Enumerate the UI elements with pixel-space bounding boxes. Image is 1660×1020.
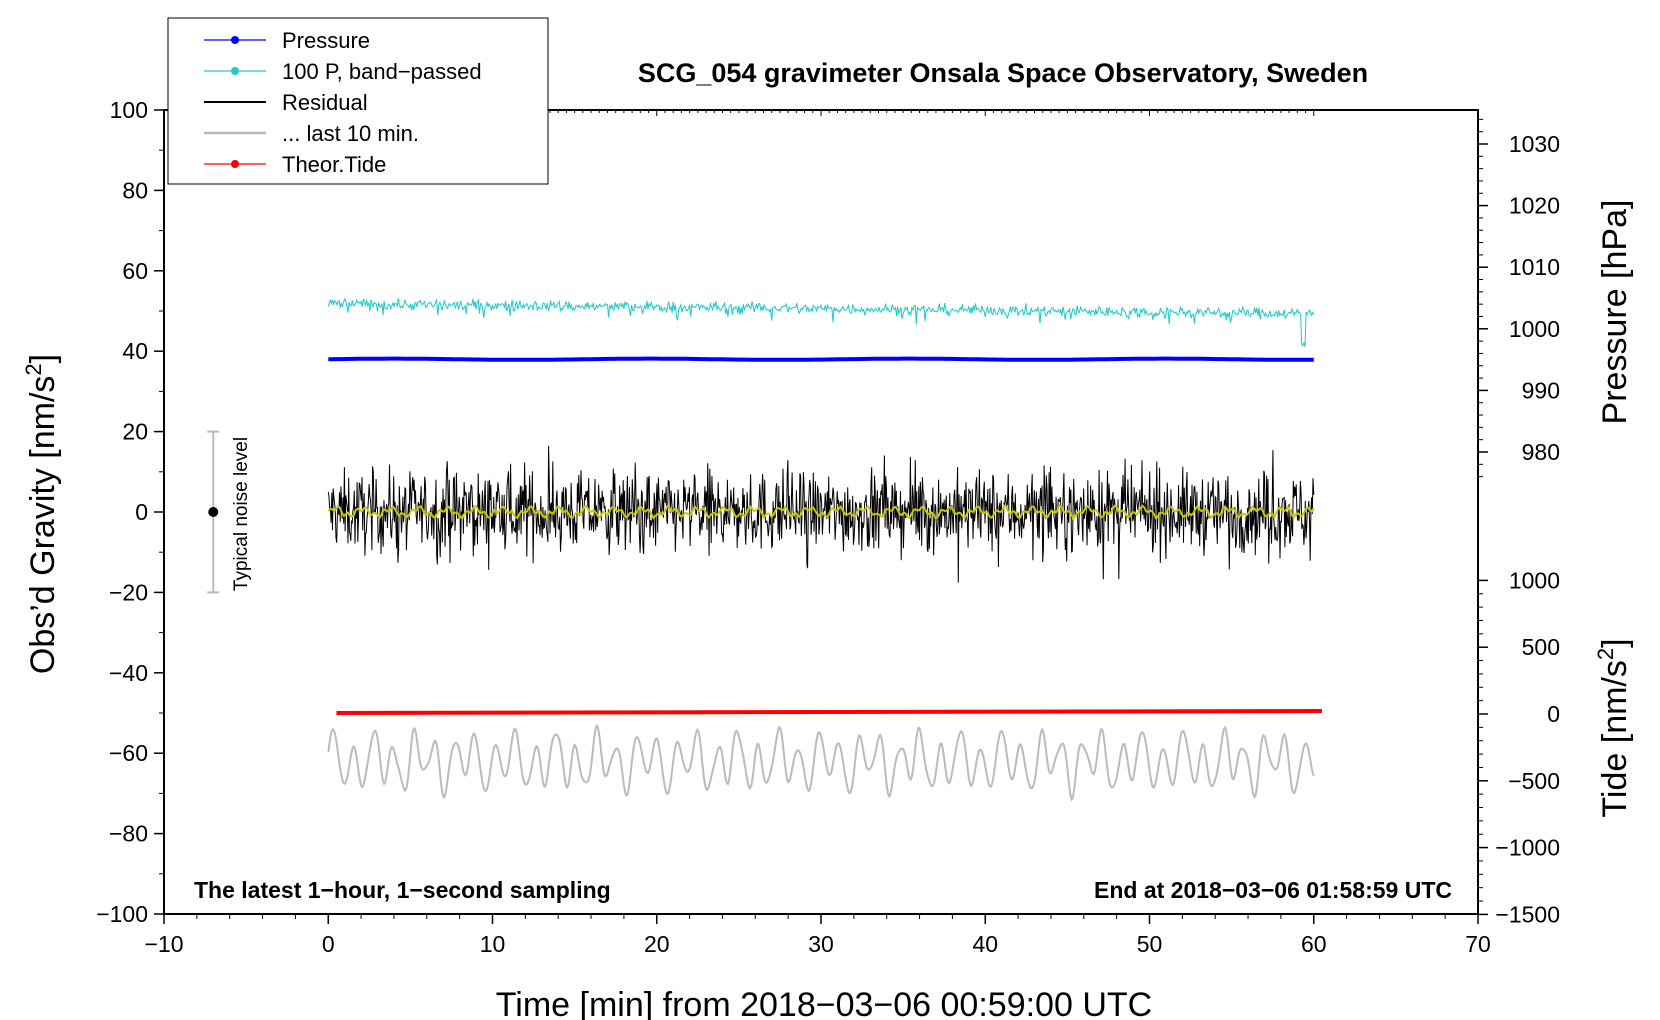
y-tick-label-3: 40 xyxy=(122,338,148,364)
legend-item-last-10-min: ... last 10 min. xyxy=(204,121,419,146)
x-tick-label-3: 20 xyxy=(644,931,670,957)
y-axis-label-tide-end: ] xyxy=(1596,638,1634,647)
pressure-tick-label-5: 980 xyxy=(1522,439,1560,465)
y-axis-label-tide-main: Tide [nm/s xyxy=(1596,660,1634,817)
y-tick-label-5: 0 xyxy=(135,499,148,525)
y-tick-label-6: −20 xyxy=(109,579,148,605)
legend-label-band-passed: 100 P, band−passed xyxy=(282,59,482,84)
x-tick-label-4: 30 xyxy=(808,931,834,957)
pressure-tick-label-2: 1010 xyxy=(1509,254,1560,280)
x-tick-label-2: 10 xyxy=(480,931,506,957)
y-tick-label-7: −40 xyxy=(109,660,148,686)
y-tick-label-8: −60 xyxy=(109,740,148,766)
x-tick-label-7: 60 xyxy=(1301,931,1327,957)
legend-label-last-10-min: ... last 10 min. xyxy=(282,121,419,146)
x-tick-label-6: 50 xyxy=(1137,931,1163,957)
legend-label-theor-tide: Theor.Tide xyxy=(282,152,386,177)
noise-bar-center-dot xyxy=(208,507,219,517)
series-residual-line xyxy=(327,445,1315,583)
legend-marker-band-passed xyxy=(231,67,239,75)
tide-tick-label-3: −500 xyxy=(1508,768,1560,794)
y-tick-label-10: −100 xyxy=(96,901,148,927)
note-right: End at 2018−03−06 01:58:59 UTC xyxy=(1094,877,1452,903)
series-band-passed-line xyxy=(327,297,1315,347)
x-axis-label: Time [min] from 2018−03−06 00:59:00 UTC xyxy=(496,986,1152,1020)
y-axis-label-left: Obs’d Gravity [nm/s2] xyxy=(21,354,62,674)
pressure-tick-label-1: 1020 xyxy=(1509,193,1560,219)
legend-item-band-passed: 100 P, band−passed xyxy=(204,59,482,84)
tide-tick-label-5: −1500 xyxy=(1495,901,1560,927)
legend-item-residual: Residual xyxy=(204,90,368,115)
pressure-tick-label-4: 990 xyxy=(1522,377,1560,403)
tide-tick-label-0: 1000 xyxy=(1509,567,1560,593)
y-tick-label-4: 20 xyxy=(122,419,148,445)
y-axis-label-left-main: Obs’d Gravity [nm/s xyxy=(24,376,62,675)
x-tick-label-5: 40 xyxy=(972,931,998,957)
noise-label: Typical noise level xyxy=(231,437,252,591)
legend-item-pressure: Pressure xyxy=(204,28,370,53)
chart-title: SCG_054 gravimeter Onsala Space Observat… xyxy=(638,58,1368,88)
tide-tick-label-1: 500 xyxy=(1522,634,1560,660)
legend-marker-theor-tide xyxy=(231,160,239,168)
pressure-tick-label-3: 1000 xyxy=(1509,316,1560,342)
legend-item-theor-tide: Theor.Tide xyxy=(204,152,386,177)
legend: Pressure 100 P, band−passed Residual ...… xyxy=(167,17,549,185)
series-last-10-min-line xyxy=(327,724,1315,802)
x-tick-label-8: 70 xyxy=(1465,931,1491,957)
tide-tick-label-4: −1000 xyxy=(1495,835,1560,861)
x-tick-label-1: 0 xyxy=(322,931,335,957)
y-axis-label-tide-sup: 2 xyxy=(1593,648,1618,660)
y-tick-label-0: 100 xyxy=(110,97,148,123)
x-tick-label-0: −10 xyxy=(144,931,183,957)
y-axis-label-left-end: ] xyxy=(24,354,62,363)
y-axis-label-pressure: Pressure [hPa] xyxy=(1596,200,1634,425)
noise-level-indicator: Typical noise level xyxy=(207,430,252,594)
pressure-tick-label-0: 1030 xyxy=(1509,131,1560,157)
y-axis-label-tide: Tide [nm/s2] xyxy=(1593,638,1634,817)
legend-label-pressure: Pressure xyxy=(282,28,370,53)
series-residual-smoothed-line xyxy=(327,503,1315,521)
series-theor-tide-line xyxy=(336,708,1322,715)
tide-tick-label-2: 0 xyxy=(1547,701,1560,727)
y-tick-label-1: 80 xyxy=(122,177,148,203)
y-tick-label-9: −80 xyxy=(109,821,148,847)
y-axis-label-left-sup: 2 xyxy=(21,363,46,375)
legend-label-residual: Residual xyxy=(282,90,368,115)
series-pressure-line xyxy=(328,356,1314,362)
y-tick-label-2: 60 xyxy=(122,258,148,284)
note-left: The latest 1−hour, 1−second sampling xyxy=(194,877,611,903)
legend-marker-pressure xyxy=(231,36,239,44)
